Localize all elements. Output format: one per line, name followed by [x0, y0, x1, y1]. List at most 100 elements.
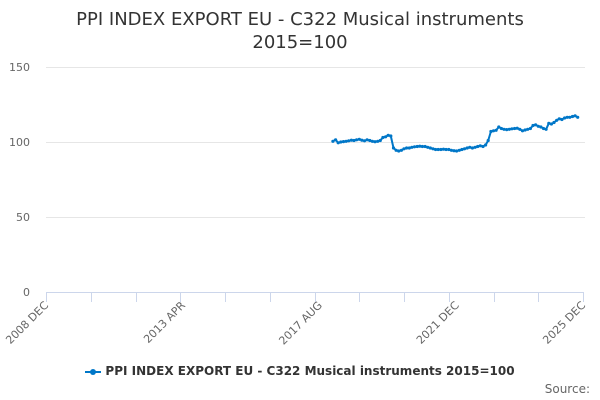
- data-point-marker[interactable]: [360, 138, 364, 142]
- data-point-marker[interactable]: [434, 147, 438, 152]
- data-point-marker[interactable]: [513, 126, 517, 131]
- data-point-marker[interactable]: [520, 129, 525, 133]
- data-point-marker[interactable]: [431, 147, 435, 151]
- data-point-marker[interactable]: [365, 138, 369, 142]
- data-point-marker[interactable]: [336, 141, 340, 145]
- data-point-marker[interactable]: [439, 147, 443, 152]
- data-point-marker[interactable]: [539, 125, 543, 129]
- data-point-marker[interactable]: [331, 139, 335, 143]
- data-point-marker[interactable]: [563, 116, 567, 120]
- data-point-marker[interactable]: [470, 146, 474, 150]
- data-point-marker[interactable]: [523, 128, 527, 132]
- data-point-marker[interactable]: [381, 135, 385, 140]
- data-point-marker[interactable]: [426, 145, 430, 149]
- data-point-marker[interactable]: [405, 146, 409, 150]
- gridlines: [46, 67, 585, 218]
- data-point-marker[interactable]: [576, 115, 580, 119]
- data-point-marker[interactable]: [412, 145, 417, 149]
- legend-item[interactable]: PPI INDEX EXPORT EU - C322 Musical instr…: [0, 364, 600, 378]
- data-point-marker[interactable]: [384, 135, 388, 139]
- data-point-marker[interactable]: [489, 129, 493, 134]
- data-point-marker[interactable]: [362, 139, 367, 143]
- data-point-marker[interactable]: [449, 148, 453, 152]
- data-point-marker[interactable]: [347, 139, 351, 143]
- data-point-marker[interactable]: [455, 149, 459, 153]
- data-point-marker[interactable]: [473, 145, 477, 149]
- data-point-marker[interactable]: [468, 145, 472, 149]
- data-point-marker[interactable]: [565, 115, 569, 119]
- data-point-marker[interactable]: [452, 149, 456, 153]
- data-point-marker[interactable]: [339, 140, 343, 144]
- data-point-marker[interactable]: [536, 124, 540, 128]
- series-line[interactable]: [331, 114, 580, 153]
- data-point-marker[interactable]: [399, 148, 403, 152]
- data-point-marker[interactable]: [376, 139, 380, 143]
- data-point-marker[interactable]: [370, 139, 374, 143]
- data-point-marker[interactable]: [460, 147, 464, 152]
- data-point-marker[interactable]: [355, 138, 359, 142]
- data-point-marker[interactable]: [436, 147, 440, 152]
- data-point-marker[interactable]: [478, 144, 482, 148]
- data-point-marker[interactable]: [491, 129, 496, 133]
- data-point-marker[interactable]: [510, 127, 514, 131]
- data-point-marker[interactable]: [560, 117, 564, 122]
- data-point-marker[interactable]: [462, 147, 467, 151]
- data-point-marker[interactable]: [573, 114, 577, 118]
- data-point-marker[interactable]: [407, 146, 411, 150]
- data-point-marker[interactable]: [547, 121, 551, 125]
- data-point-marker[interactable]: [557, 117, 561, 121]
- data-point-marker[interactable]: [349, 138, 353, 142]
- data-point-marker[interactable]: [341, 140, 346, 144]
- legend-line-marker-icon: [85, 368, 102, 375]
- data-point-marker[interactable]: [505, 128, 509, 132]
- data-point-marker[interactable]: [334, 138, 338, 142]
- data-point-marker[interactable]: [476, 144, 480, 149]
- data-point-marker[interactable]: [357, 137, 361, 141]
- data-point-marker[interactable]: [447, 147, 451, 152]
- data-point-marker[interactable]: [570, 114, 575, 119]
- data-point-marker[interactable]: [420, 144, 424, 149]
- data-point-marker[interactable]: [552, 120, 556, 125]
- data-point-marker[interactable]: [528, 126, 533, 131]
- series-path[interactable]: [332, 114, 579, 152]
- data-point-marker[interactable]: [457, 148, 461, 152]
- data-point-marker[interactable]: [418, 144, 422, 148]
- data-point-marker[interactable]: [373, 140, 377, 144]
- data-point-marker[interactable]: [568, 115, 572, 119]
- data-point-marker[interactable]: [423, 144, 427, 149]
- data-point-marker[interactable]: [494, 128, 498, 132]
- data-point-marker[interactable]: [486, 138, 490, 143]
- data-point-marker[interactable]: [499, 126, 503, 131]
- data-point-marker[interactable]: [515, 126, 519, 130]
- data-point-marker[interactable]: [531, 123, 535, 128]
- data-point-marker[interactable]: [428, 146, 432, 150]
- data-point-marker[interactable]: [444, 147, 448, 152]
- data-point-marker[interactable]: [397, 149, 401, 153]
- data-point-marker[interactable]: [386, 133, 390, 137]
- data-point-marker[interactable]: [518, 127, 522, 131]
- data-point-marker[interactable]: [549, 122, 554, 126]
- data-point-marker[interactable]: [526, 127, 530, 131]
- data-point-marker[interactable]: [402, 147, 406, 151]
- data-point-marker[interactable]: [352, 138, 356, 143]
- data-point-marker[interactable]: [389, 134, 393, 138]
- data-point-marker[interactable]: [410, 145, 414, 149]
- data-point-marker[interactable]: [441, 147, 446, 151]
- data-point-marker[interactable]: [484, 143, 488, 147]
- data-point-marker[interactable]: [555, 118, 559, 122]
- data-point-marker[interactable]: [534, 123, 538, 127]
- data-point-marker[interactable]: [344, 139, 348, 143]
- data-point-marker[interactable]: [497, 125, 501, 129]
- data-point-marker[interactable]: [481, 144, 485, 149]
- source-link[interactable]: Source:: [544, 382, 590, 396]
- data-point-marker[interactable]: [391, 146, 396, 150]
- data-point-marker[interactable]: [465, 146, 469, 150]
- data-point-marker[interactable]: [368, 138, 372, 143]
- data-point-marker[interactable]: [507, 127, 511, 131]
- data-point-marker[interactable]: [394, 148, 398, 152]
- data-point-marker[interactable]: [544, 127, 548, 131]
- data-point-marker[interactable]: [378, 138, 382, 143]
- data-point-marker[interactable]: [541, 126, 546, 131]
- data-point-marker[interactable]: [415, 144, 419, 149]
- data-point-marker[interactable]: [502, 127, 506, 131]
